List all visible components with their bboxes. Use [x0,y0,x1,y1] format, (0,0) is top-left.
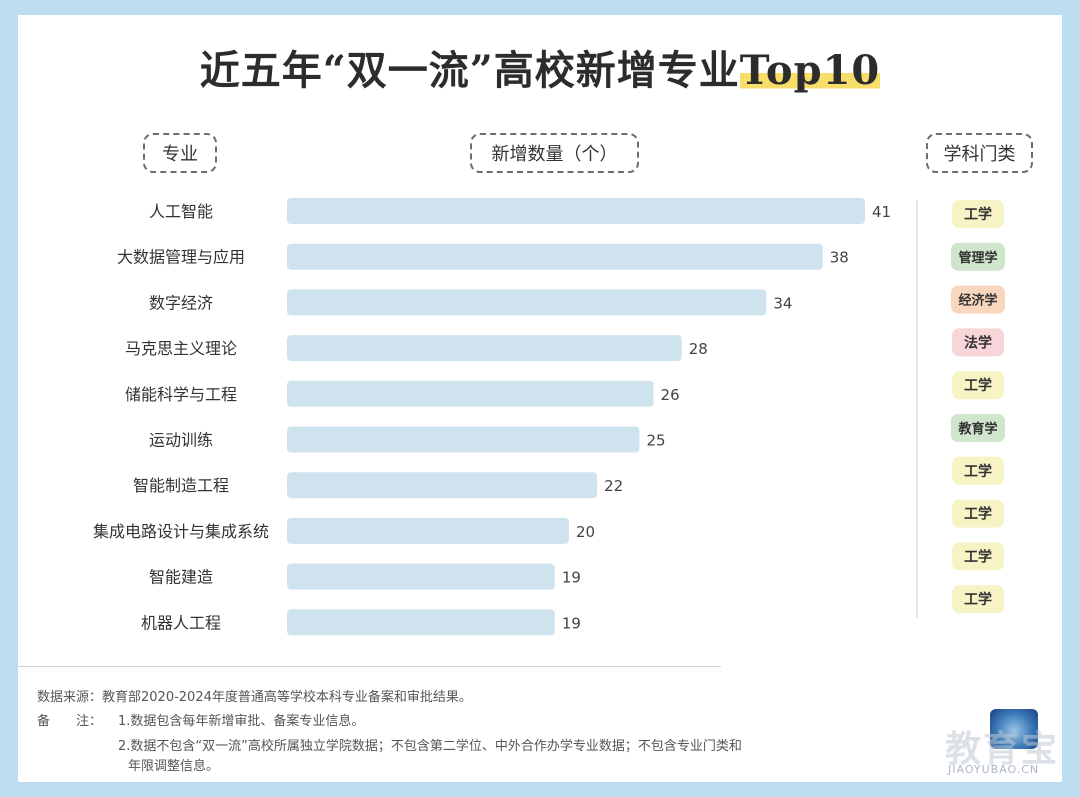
watermark-text: 教育宝 [945,729,1060,770]
header-major: 专业 [143,133,217,173]
discipline-label: 工学 [964,548,992,565]
discipline-tag [951,414,1005,442]
data-label: 41 [872,203,891,221]
bar [287,289,767,316]
chart-title: 近五年“双一流”高校新增专业Top10 [0,38,1080,96]
footer-source: 数据来源：教育部2020-2024年度普通高等学校本科专业备案和审批结果。 [37,690,472,705]
data-label: 26 [661,386,680,404]
category-label: 数字经济 [149,293,213,312]
discipline-label: 法学 [964,334,992,351]
footer-note-label: 备 注： [37,714,103,729]
discipline-tag [952,328,1004,357]
discipline-label: 经济学 [958,293,997,309]
bar [287,563,555,590]
category-label: 智能制造工程 [133,476,229,495]
discipline-tag [952,371,1004,400]
discipline-tag [952,456,1004,485]
footer-note-2: 2.数据不包含“双一流”高校所属独立学院数据；不包含第二学位、中外合作办学专业数… [118,739,742,754]
data-label: 28 [689,340,708,358]
data-label: 25 [646,432,665,450]
watermark-sub-text: JIAOYUBAO.CN [948,763,1040,776]
bar [287,426,640,453]
category-label: 马克思主义理论 [125,339,237,358]
footer-note-3: 年限调整信息。 [128,759,220,774]
footer-note-1: 1.数据包含每年新增审批、备案专业信息。 [118,714,365,729]
discipline-tag [951,242,1005,271]
bar [287,243,823,270]
discipline-label: 工学 [964,206,992,223]
discipline-label: 管理学 [958,250,997,266]
footer-divider [18,666,721,667]
discipline-label: 工学 [964,377,992,394]
bar [287,198,865,224]
discipline-label: 教育学 [957,421,997,437]
data-label: 20 [576,523,595,541]
title-main: 近五年“双一流”高校新增专业 [199,47,740,94]
discipline-tag [952,200,1004,228]
bar [287,517,569,544]
data-label: 19 [562,569,581,587]
title-highlight: Top10 [739,47,881,94]
data-label: 38 [830,249,849,267]
category-label: 大数据管理与应用 [117,248,245,267]
data-label: 22 [604,477,623,495]
category-label: 人工智能 [149,202,213,221]
category-label: 运动训练 [149,431,213,450]
discipline-tag [952,585,1004,614]
bar [287,380,654,407]
discipline-tag [951,285,1005,314]
discipline-tag [952,499,1004,528]
data-label: 19 [562,614,581,632]
header-category: 学科门类 [926,133,1033,173]
category-label: 储能科学与工程 [125,385,237,404]
logo-icon [990,709,1038,749]
category-label: 智能建造 [149,568,213,587]
bar [287,335,682,362]
category-label: 集成电路设计与集成系统 [93,522,269,541]
category-label: 机器人工程 [141,613,221,632]
discipline-label: 工学 [964,506,992,523]
bar [287,472,598,499]
data-label: 34 [773,294,792,312]
discipline-label: 工学 [964,463,992,480]
header-count: 新增数量（个） [470,133,639,173]
discipline-label: 工学 [964,591,992,608]
discipline-tag [952,542,1004,571]
bar [287,609,555,636]
